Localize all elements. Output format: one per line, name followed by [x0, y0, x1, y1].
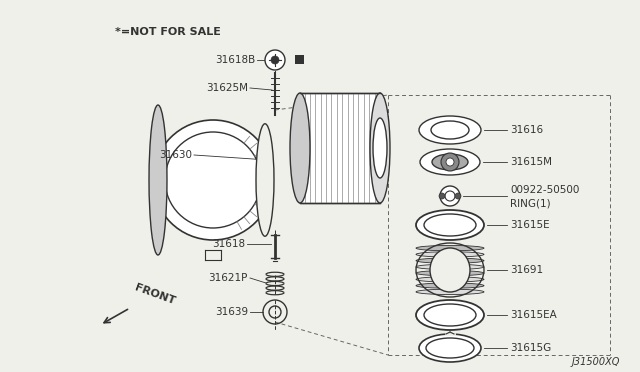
Ellipse shape: [256, 124, 274, 236]
Circle shape: [271, 56, 279, 64]
Ellipse shape: [430, 248, 470, 292]
Ellipse shape: [424, 304, 476, 326]
Ellipse shape: [416, 252, 484, 257]
Bar: [300, 93, 380, 203]
Circle shape: [153, 120, 273, 240]
Ellipse shape: [416, 277, 484, 282]
Text: 31621P: 31621P: [209, 273, 248, 283]
Ellipse shape: [424, 214, 476, 236]
Ellipse shape: [432, 154, 468, 170]
Text: RING(1): RING(1): [510, 198, 550, 208]
Circle shape: [265, 50, 285, 70]
Ellipse shape: [416, 258, 484, 263]
Text: 31625M: 31625M: [206, 83, 248, 93]
Ellipse shape: [416, 264, 484, 270]
Circle shape: [439, 193, 445, 199]
Text: 31615EA: 31615EA: [510, 310, 557, 320]
Circle shape: [441, 153, 459, 171]
Ellipse shape: [419, 116, 481, 144]
Circle shape: [165, 132, 261, 228]
Ellipse shape: [416, 283, 484, 288]
Circle shape: [440, 186, 460, 206]
Ellipse shape: [431, 121, 469, 139]
Circle shape: [445, 191, 455, 201]
Text: FRONT: FRONT: [133, 282, 176, 306]
Text: 00922-50500: 00922-50500: [510, 185, 579, 195]
Circle shape: [446, 158, 454, 166]
Ellipse shape: [416, 300, 484, 330]
Text: 31615E: 31615E: [510, 220, 550, 230]
Bar: [295, 55, 304, 64]
Ellipse shape: [290, 93, 310, 203]
Circle shape: [455, 193, 461, 199]
Text: 31618B: 31618B: [215, 55, 255, 65]
Ellipse shape: [416, 210, 484, 240]
Ellipse shape: [420, 149, 480, 175]
Ellipse shape: [416, 289, 484, 295]
Text: 31618: 31618: [212, 239, 245, 249]
Text: 31615G: 31615G: [510, 343, 551, 353]
Ellipse shape: [416, 246, 484, 251]
Ellipse shape: [426, 338, 474, 358]
Text: 31616: 31616: [510, 125, 543, 135]
Ellipse shape: [416, 270, 484, 276]
Ellipse shape: [370, 93, 390, 203]
Text: *=NOT FOR SALE: *=NOT FOR SALE: [115, 27, 221, 37]
Text: 31630: 31630: [159, 150, 192, 160]
Ellipse shape: [419, 334, 481, 362]
Ellipse shape: [149, 105, 167, 255]
Text: 31639: 31639: [215, 307, 248, 317]
Text: 31691: 31691: [510, 265, 543, 275]
Text: 31615M: 31615M: [510, 157, 552, 167]
Ellipse shape: [373, 118, 387, 178]
Text: J31500XQ: J31500XQ: [572, 357, 620, 367]
